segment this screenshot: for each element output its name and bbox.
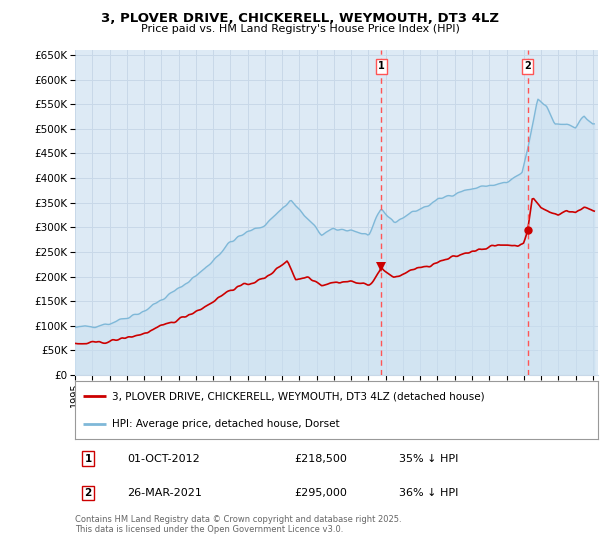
Text: 1: 1 [85, 454, 92, 464]
Text: 01-OCT-2012: 01-OCT-2012 [127, 454, 200, 464]
Text: 3, PLOVER DRIVE, CHICKERELL, WEYMOUTH, DT3 4LZ (detached house): 3, PLOVER DRIVE, CHICKERELL, WEYMOUTH, D… [112, 391, 484, 402]
Text: 36% ↓ HPI: 36% ↓ HPI [399, 488, 458, 498]
Text: 2: 2 [524, 61, 531, 71]
Text: 35% ↓ HPI: 35% ↓ HPI [399, 454, 458, 464]
Text: 1: 1 [378, 61, 385, 71]
Text: 26-MAR-2021: 26-MAR-2021 [127, 488, 202, 498]
Text: £295,000: £295,000 [295, 488, 347, 498]
Text: 3, PLOVER DRIVE, CHICKERELL, WEYMOUTH, DT3 4LZ: 3, PLOVER DRIVE, CHICKERELL, WEYMOUTH, D… [101, 12, 499, 25]
Text: £218,500: £218,500 [295, 454, 347, 464]
Text: 2: 2 [85, 488, 92, 498]
Text: Price paid vs. HM Land Registry's House Price Index (HPI): Price paid vs. HM Land Registry's House … [140, 24, 460, 34]
Text: HPI: Average price, detached house, Dorset: HPI: Average price, detached house, Dors… [112, 418, 339, 428]
Text: Contains HM Land Registry data © Crown copyright and database right 2025.
This d: Contains HM Land Registry data © Crown c… [75, 515, 401, 534]
